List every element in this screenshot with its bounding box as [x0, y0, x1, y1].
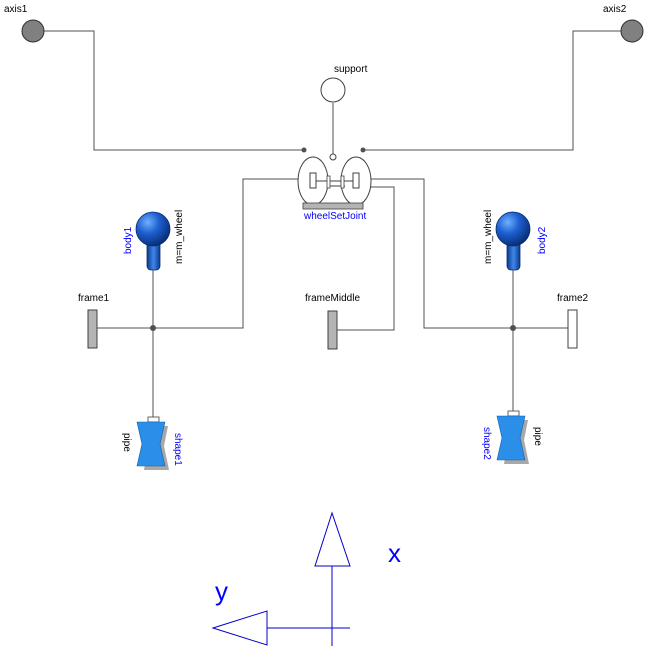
axis-left-port-icon[interactable]: [301, 147, 307, 153]
axis2-flange-icon[interactable]: [620, 19, 644, 43]
body2-icon[interactable]: [495, 211, 531, 271]
wire-axis2: [363, 30, 621, 151]
body1-icon[interactable]: [135, 211, 171, 271]
frame1-icon[interactable]: [87, 309, 98, 349]
coordinate-axes: [211, 511, 351, 646]
wire-right-frame: [362, 178, 568, 329]
body1-param-label: m=m_wheel: [174, 210, 185, 264]
body2-param-label: m=m_wheel: [483, 210, 494, 264]
frame-middle-label: frameMiddle: [305, 293, 360, 304]
support-flange-icon[interactable]: [320, 77, 346, 103]
y-axis-label: y: [215, 576, 228, 606]
wire-middle-frame: [336, 186, 395, 331]
wheel-set-joint[interactable]: [297, 147, 372, 210]
junction-dot-right: [510, 325, 516, 331]
frame2-icon[interactable]: [567, 309, 578, 349]
axis-right-port-icon[interactable]: [360, 147, 366, 153]
frame-middle-icon[interactable]: [327, 310, 338, 350]
wheel-set-joint-label: wheelSetJoint: [303, 211, 366, 222]
shape1-icon[interactable]: [136, 416, 169, 470]
junction-dot-left: [150, 325, 156, 331]
wire-axis1: [43, 30, 304, 151]
frame2-label: frame2: [557, 293, 589, 304]
wire-left-frame: [95, 178, 308, 329]
shape2-label: shape2: [481, 427, 492, 460]
support-label: support: [334, 64, 368, 75]
shape1-type-label: pipe: [121, 433, 132, 452]
body2-label: body2: [537, 226, 548, 254]
shape1-label: shape1: [172, 433, 183, 466]
shape2-type-label: pipe: [532, 427, 543, 446]
body1-label: body1: [123, 226, 134, 254]
axis2-label: axis2: [603, 4, 627, 15]
y-arrow-icon: [211, 610, 268, 646]
connections: [43, 30, 621, 420]
frame1-label: frame1: [78, 293, 110, 304]
x-arrow-icon: [314, 511, 351, 567]
axis1-label: axis1: [4, 4, 28, 15]
axis1-flange-icon[interactable]: [21, 19, 45, 43]
shape2-icon[interactable]: [496, 410, 529, 464]
x-axis-label: x: [388, 538, 401, 568]
